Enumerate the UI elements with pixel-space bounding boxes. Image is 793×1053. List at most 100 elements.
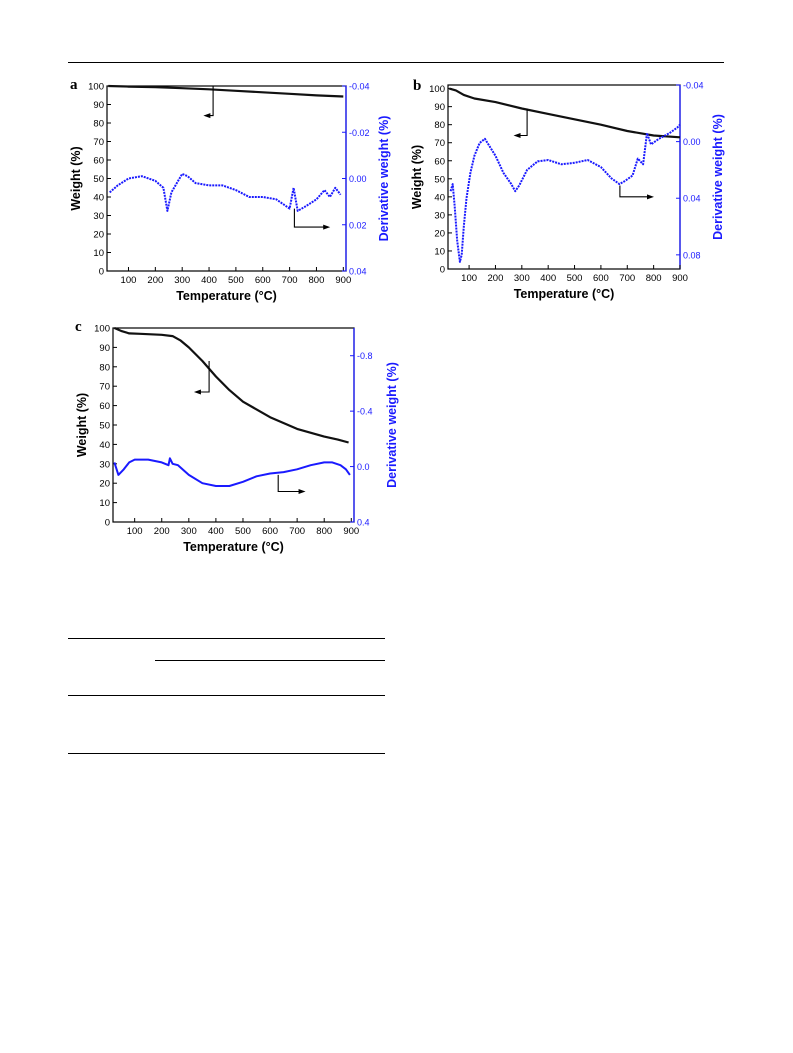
y-tick-label: 80 bbox=[99, 362, 110, 373]
x-tick-label: 300 bbox=[514, 273, 530, 284]
x-tick-label: 500 bbox=[567, 273, 583, 284]
x-tick-label: 600 bbox=[262, 526, 278, 537]
x-tick-label: 400 bbox=[201, 275, 217, 286]
arrow-head bbox=[647, 194, 654, 200]
chart-panel-b: b 100 200 300 400 500 600 700 800 900 0 10 20 30 40 50 6… bbox=[410, 78, 725, 301]
y-tick-label: 60 bbox=[99, 401, 110, 412]
plot-frame bbox=[106, 85, 347, 272]
table-header-rule bbox=[68, 695, 385, 696]
y-tick-label: 40 bbox=[434, 192, 445, 203]
y-tick-label: 90 bbox=[93, 100, 104, 111]
y-tick-label: 50 bbox=[99, 421, 110, 432]
x-tick-label: 200 bbox=[147, 275, 163, 286]
x-tick-label: 200 bbox=[154, 526, 170, 537]
y-tick-label: 90 bbox=[99, 343, 110, 354]
y2-axis-title: Derivative weight (%) bbox=[711, 114, 725, 240]
y-tick-label: 20 bbox=[434, 228, 445, 239]
y-tick-label: 70 bbox=[99, 382, 110, 393]
weight-curve bbox=[449, 87, 681, 139]
weight-curve bbox=[113, 326, 349, 444]
table-group-rule bbox=[155, 660, 385, 661]
y2-tick-label: -0.02 bbox=[349, 128, 370, 138]
indicator-arrow bbox=[277, 474, 303, 493]
y2-tick-label: 0.08 bbox=[683, 250, 701, 260]
indicator-arrow bbox=[196, 361, 210, 393]
arrow-head bbox=[193, 389, 201, 395]
x-tick-label: 500 bbox=[235, 526, 251, 537]
x-tick-label: 100 bbox=[461, 273, 477, 284]
y-tick-label: 0 bbox=[99, 267, 104, 278]
x-tick-label: 700 bbox=[282, 275, 298, 286]
y2-tick-label: -0.4 bbox=[357, 407, 373, 417]
y-tick-label: 30 bbox=[99, 459, 110, 470]
y-tick-label: 60 bbox=[93, 156, 104, 167]
y-tick-label: 100 bbox=[88, 82, 104, 93]
y2-tick-label: 0.4 bbox=[357, 518, 370, 528]
arrow-head bbox=[513, 133, 521, 139]
x-tick-label: 300 bbox=[181, 526, 197, 537]
y-tick-label: 80 bbox=[434, 120, 445, 131]
y2-tick-label: 0.04 bbox=[349, 267, 367, 277]
y-tick-label: 10 bbox=[434, 246, 445, 257]
y2-tick-label: -0.8 bbox=[357, 351, 373, 361]
arrow-head bbox=[298, 489, 306, 495]
panel-label: c bbox=[75, 319, 82, 335]
y2-tick-label: 0.04 bbox=[683, 194, 701, 204]
y-tick-label: 0 bbox=[440, 265, 445, 276]
y2-axis-title: Derivative weight (%) bbox=[385, 362, 399, 488]
x-tick-label: 900 bbox=[672, 273, 688, 284]
y-axis-title: Weight (%) bbox=[75, 393, 89, 457]
x-axis-title: Temperature (°C) bbox=[183, 540, 284, 554]
y-tick-label: 50 bbox=[93, 174, 104, 185]
x-tick-label: 900 bbox=[343, 526, 359, 537]
y-tick-label: 10 bbox=[99, 498, 110, 509]
plot-frame bbox=[112, 327, 355, 523]
x-tick-label: 200 bbox=[488, 273, 504, 284]
x-tick-label: 700 bbox=[619, 273, 635, 284]
x-tick-label: 700 bbox=[289, 526, 305, 537]
chart-panel-a: a 100 200 300 400 500 600 700 800 900 0 10 20 30 40 50 6… bbox=[69, 77, 391, 303]
y-tick-label: 100 bbox=[94, 324, 110, 335]
y-tick-label: 0 bbox=[105, 518, 110, 529]
y-tick-label: 60 bbox=[434, 156, 445, 167]
y2-tick-label: 0.0 bbox=[357, 462, 370, 472]
page-header-rule bbox=[68, 62, 724, 63]
x-axis-title: Temperature (°C) bbox=[176, 289, 277, 303]
x-tick-label: 600 bbox=[255, 275, 271, 286]
y-tick-label: 70 bbox=[434, 138, 445, 149]
x-tick-label: 800 bbox=[316, 526, 332, 537]
y-tick-label: 50 bbox=[434, 174, 445, 185]
derivative-curve bbox=[113, 457, 351, 487]
weight-curve bbox=[108, 84, 344, 98]
y-tick-label: 40 bbox=[93, 193, 104, 204]
y2-tick-label: 0.02 bbox=[349, 220, 367, 230]
y-tick-label: 100 bbox=[429, 84, 445, 95]
table-top-rule bbox=[68, 638, 385, 639]
y2-tick-label: -0.04 bbox=[683, 81, 704, 91]
arrow-head bbox=[203, 113, 211, 119]
indicator-arrow bbox=[293, 208, 328, 228]
x-tick-label: 600 bbox=[593, 273, 609, 284]
y-tick-label: 80 bbox=[93, 119, 104, 130]
y2-tick-label: 0.00 bbox=[349, 174, 367, 184]
x-tick-label: 300 bbox=[174, 275, 190, 286]
derivative-curve bbox=[109, 172, 342, 212]
x-tick-label: 500 bbox=[228, 275, 244, 286]
y-tick-label: 20 bbox=[93, 230, 104, 241]
x-tick-label: 400 bbox=[540, 273, 556, 284]
y2-tick-label: -0.04 bbox=[349, 82, 370, 92]
derivative-curve bbox=[449, 123, 681, 263]
y-tick-label: 70 bbox=[93, 137, 104, 148]
chart-panel-c: c 100 200 300 400 500 600 700 800 900 0 10 20 30 40 50 6… bbox=[75, 319, 399, 554]
x-axis-title: Temperature (°C) bbox=[514, 287, 615, 301]
indicator-arrow bbox=[516, 108, 528, 137]
indicator-arrow bbox=[619, 185, 651, 198]
x-tick-label: 400 bbox=[208, 526, 224, 537]
x-tick-label: 100 bbox=[127, 526, 143, 537]
panel-label: b bbox=[413, 78, 421, 94]
x-tick-label: 900 bbox=[335, 275, 351, 286]
y2-axis-title: Derivative weight (%) bbox=[377, 116, 391, 242]
y-tick-label: 90 bbox=[434, 102, 445, 113]
x-tick-label: 800 bbox=[309, 275, 325, 286]
